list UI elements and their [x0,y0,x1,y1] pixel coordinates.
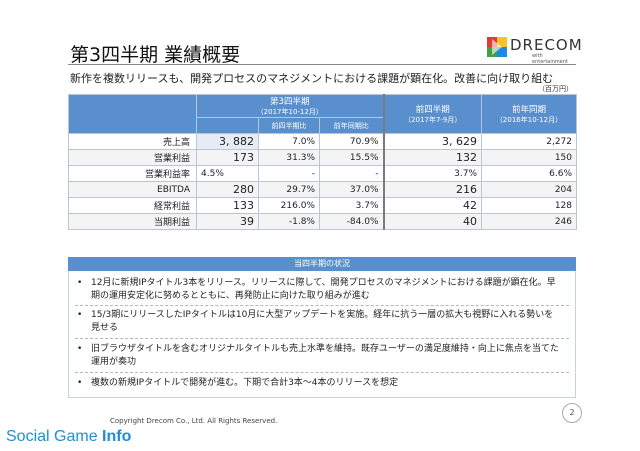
table-row: 営業利益 173 31.3% 15.5% 132 150 [68,149,577,166]
header-prev-quarter: 前四半期 （2017年7-9月） [382,94,482,134]
header-yoy: 前年同期比 [319,117,384,134]
table-row: 当期利益 39 -1.8% -84.0% 40 246 [68,213,577,230]
list-divider [75,372,569,373]
drecom-logo: DRECOM with entertainment [487,33,582,67]
title-divider [68,64,576,65]
table-row: 売上高 3, 882 7.0% 70.9% 3, 629 2,272 [68,133,577,150]
bullet-icon: • [77,344,83,354]
status-list: • 12月に新規IPタイトル3本をリリース。リリースに際して、開発プロセスのマネ… [68,271,576,398]
table-row: EBITDA 280 29.7% 37.0% 216 204 [68,181,577,198]
bullet-icon: • [77,278,83,288]
table-row: 営業利益率 4.5% - - 3.7% 6.6% [68,165,577,182]
table-row: 経常利益 133 216.0% 3.7% 42 128 [68,197,577,214]
site-watermark: Social Game Info [6,428,132,445]
header-qoq: 前四半期比 [258,117,320,134]
page-subtitle: 新作を複数リリースも、開発プロセスのマネジメントにおける課題が顕在化。改善に向け… [70,72,554,85]
bullet-icon: • [77,378,83,388]
header-prev-year: 前年同期 （2016年10-12月） [481,94,577,134]
header-q3-blank [196,117,259,134]
list-divider [75,305,569,306]
list-divider [75,338,569,339]
unit-label: （百万円） [538,85,573,93]
logo-word: DRECOM [510,36,583,54]
logo-tagline: with entertainment [532,53,568,65]
results-table: 第3四半期 （2017年10-12月） 前四半期 （2017年7-9月） 前年同… [68,94,577,230]
page-title: 第3四半期 業績概要 [70,44,241,66]
bullet-icon: • [77,310,83,320]
copyright: Copyright Drecom Co., Ltd. All Rights Re… [110,417,278,425]
status-heading: 当四半期の状況 [68,257,576,271]
header-q3: 第3四半期 （2017年10-12月） [196,94,384,118]
logo-mark-icon [487,37,507,57]
table-corner [68,94,197,134]
page-number: 2 [562,403,582,423]
